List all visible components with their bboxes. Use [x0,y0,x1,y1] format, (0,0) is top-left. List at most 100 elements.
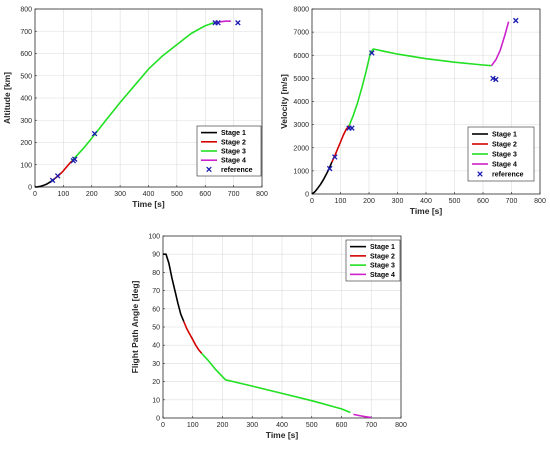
legend-label: Stage 1 [370,244,395,251]
y-tick-label: 6000 [293,53,309,60]
x-tick-label: 500 [171,191,183,198]
reference-point [369,50,375,56]
legend: Stage 1 Stage 2 Stage 3 Stage 4 [345,239,401,282]
x-tick-label: 300 [114,191,126,198]
x-tick-label: 600 [477,198,489,205]
series-line-stage-4 [490,21,510,67]
legend: Stage 1 Stage 2 Stage 3 Stage 4 reference [467,126,535,182]
y-axis-label: Velocity [m/s] [279,74,289,129]
legend-label: Stage 2 [492,142,517,149]
series-line-stage-4 [353,413,372,419]
x-tick-label: 400 [276,422,288,429]
y-tick-label: 100 [20,162,32,169]
x-tick-label: 500 [306,422,318,429]
reference-point [349,125,355,131]
y-tick-label: 0 [28,185,32,192]
series-line-stage-3 [348,48,492,127]
reference-point [235,20,241,26]
y-tick-label: 800 [20,7,32,14]
legend-label: reference [221,167,253,174]
reference-point [91,130,98,137]
reference-point [54,173,61,179]
x-tick-label: 800 [256,191,268,198]
legend-label: Stage 3 [492,152,517,159]
y-tick-label: 60 [152,306,160,313]
reference-point [493,76,499,83]
y-tick-label: 5000 [293,76,309,83]
x-tick-label: 100 [335,198,347,205]
legend: Stage 1 Stage 2 Stage 3 Stage 4 reference [196,125,262,177]
reference-point [326,165,333,172]
x-tick-label: 800 [395,422,407,429]
y-tick-label: 0 [156,416,160,423]
y-tick-label: 40 [152,343,160,350]
x-tick-label: 200 [86,191,98,198]
x-axis-label: Time [s] [410,206,443,216]
x-tick-label: 600 [199,191,211,198]
x-axis-label: Time [s] [266,430,299,440]
reference-point [332,154,338,160]
x-tick-label: 200 [217,422,229,429]
y-tick-label: 2000 [293,145,309,152]
legend-label: Stage 2 [221,139,246,146]
x-tick-label: 0 [33,191,37,198]
series-line-stage-4 [213,20,231,24]
y-tick-label: 0 [305,192,309,199]
x-tick-label: 700 [228,191,240,198]
x-tick-label: 0 [161,422,165,429]
y-tick-label: 30 [152,361,160,368]
x-tick-label: 800 [534,198,546,205]
reference-point [490,75,496,82]
y-tick-label: 4000 [293,99,309,106]
series-line-stage-3 [71,22,215,162]
legend-label: Stage 3 [221,149,246,156]
legend-label: Stage 2 [370,253,395,260]
y-tick-label: 1000 [293,168,309,175]
series-line-stage-2 [183,321,203,354]
y-tick-label: 700 [20,29,32,36]
y-tick-label: 20 [152,379,160,386]
legend-label: Stage 1 [221,130,246,137]
x-tick-label: 0 [310,198,314,205]
reference-point [71,156,78,162]
legend-label: Stage 1 [492,132,517,139]
y-tick-label: 300 [20,118,32,125]
y-tick-label: 70 [152,288,160,295]
y-tick-label: 3000 [293,122,309,129]
y-axis-label: Flight Path Angle [deg] [130,280,140,373]
y-axis-label: Altitude [km] [2,72,12,124]
x-tick-label: 100 [187,422,199,429]
series-line-stage-3 [201,352,351,414]
legend-label: Stage 4 [221,158,246,165]
reference-point [513,17,519,24]
x-tick-label: 300 [392,198,404,205]
legend-label: Stage 3 [370,263,395,270]
reference-point [49,177,56,184]
flight-path-angle-chart: 0 100 200 300 400 500 600 700 800 0 10 20 30 40 50 60 70… [130,234,407,441]
legend-label: reference [492,172,524,179]
legend-marker [477,171,483,177]
legend-label: Stage 4 [370,272,395,279]
x-tick-label: 300 [246,422,258,429]
y-tick-label: 8000 [293,7,309,14]
y-tick-label: 100 [148,234,160,241]
y-tick-label: 500 [20,73,32,80]
y-tick-label: 600 [20,51,32,58]
y-tick-label: 200 [20,140,32,147]
reference-point [215,20,221,26]
y-tick-label: 400 [20,96,32,103]
x-tick-label: 400 [420,198,432,205]
altitude-chart: 0 100 200 300 400 500 600 700 800 0 100 200 300 400 50… [2,7,268,210]
x-tick-label: 700 [365,422,377,429]
series-line-stage-2 [331,125,350,163]
x-axis-label: Time [s] [132,199,165,209]
y-tick-label: 10 [152,397,160,404]
velocity-chart: 0 100 200 300 400 500 600 700 800010002000300040… [279,7,546,217]
x-tick-label: 600 [336,422,348,429]
series-line-stage-1 [163,253,185,322]
legend-marker [206,166,212,173]
x-tick-label: 500 [449,198,461,205]
x-tick-label: 100 [58,191,70,198]
x-tick-label: 400 [143,191,155,198]
